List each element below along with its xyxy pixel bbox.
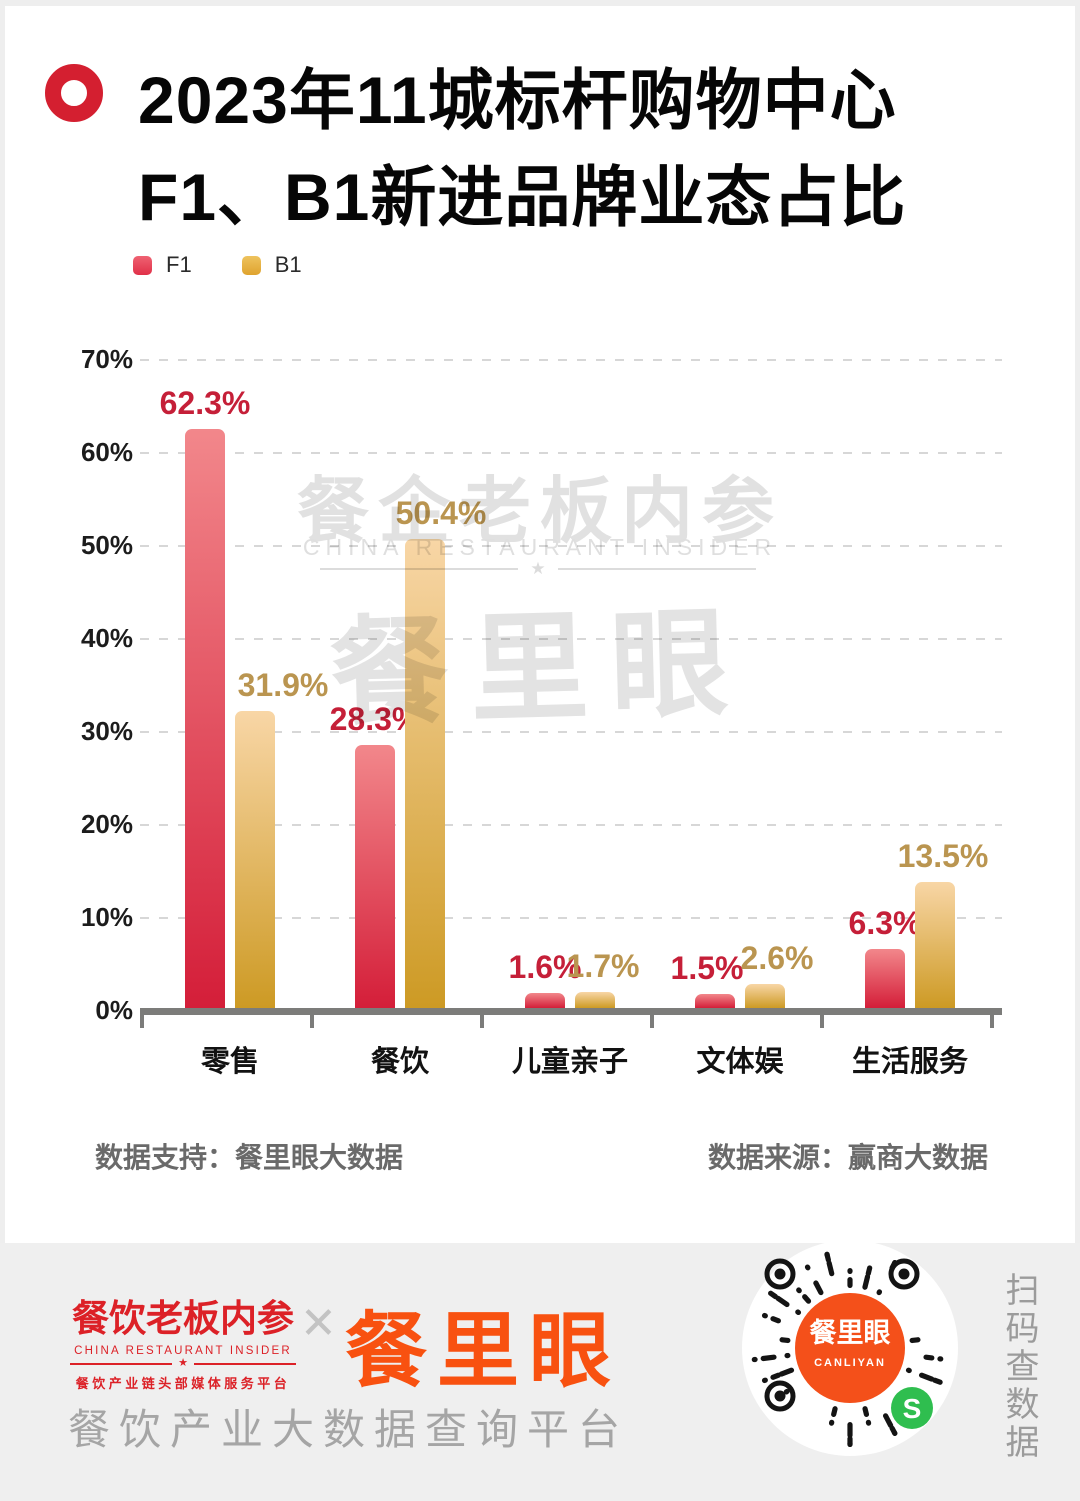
legend-swatch-b1 <box>241 255 261 275</box>
bullet-ring-icon <box>45 64 103 122</box>
cross-separator-icon: ✕ <box>300 1299 337 1348</box>
bar-b1-3 <box>575 992 615 1008</box>
chart-card <box>5 6 1075 1243</box>
publisher-logo-en: CHINA RESTAURANT INSIDER <box>74 1345 292 1357</box>
publisher-logo-name: 餐饮老板内参 <box>72 1298 294 1339</box>
y-axis-tick-label: 70% <box>80 344 133 374</box>
qr-center-sub: CANLIYAN <box>814 1357 886 1369</box>
y-axis-tick-label: 60% <box>80 437 133 467</box>
y-gridline <box>140 545 1002 547</box>
platform-tagline: 餐饮产业大数据查询平台 <box>68 1406 630 1453</box>
category-label: 零售 <box>200 1046 260 1078</box>
value-label-f1-3: 1.6% <box>508 949 582 985</box>
page-title: 2023年11城标杆购物中心 F1、B1新进品牌业态占比 <box>138 52 906 246</box>
y-axis-tick-label: 0% <box>95 995 133 1025</box>
publisher-logo: 餐饮老板内参 CHINA RESTAURANT INSIDER ★ 餐饮产业链头… <box>70 1288 296 1392</box>
scan-hint-text: 扫码查数据 <box>1000 1272 1038 1462</box>
x-axis-tick <box>480 1015 484 1028</box>
bar-b1-1 <box>235 711 275 1008</box>
data-support-text: 数据支持：餐里眼大数据 <box>95 1142 404 1173</box>
x-axis-tick <box>310 1015 314 1028</box>
value-label-f1-4: 1.5% <box>670 950 744 986</box>
bar-f1-2 <box>355 745 395 1008</box>
y-gridline <box>140 638 1002 640</box>
value-label-b1-2: 50.4% <box>395 495 487 531</box>
value-label-b1-1: 31.9% <box>237 667 329 703</box>
x-axis-tick <box>990 1015 994 1028</box>
y-axis-tick-label: 40% <box>80 623 133 653</box>
canliyan-logo: 餐里眼 <box>345 1306 622 1397</box>
bar-f1-5 <box>865 949 905 1008</box>
bar-f1-4 <box>695 994 735 1008</box>
value-label-b1-5: 13.5% <box>897 838 989 874</box>
value-label-f1-5: 6.3% <box>848 905 922 941</box>
category-label: 餐饮 <box>370 1046 430 1078</box>
category-label: 儿童亲子 <box>511 1046 629 1078</box>
legend-label-b1: B1 <box>274 252 302 277</box>
y-gridline <box>140 452 1002 454</box>
publisher-logo-rule: ★ <box>70 1358 296 1369</box>
chart-legend: F1 B1 <box>133 252 338 278</box>
y-gridline <box>140 359 1002 361</box>
value-label-f1-1: 62.3% <box>159 385 251 421</box>
y-gridline <box>140 731 1002 733</box>
miniprogram-icon: S <box>891 1387 933 1429</box>
x-axis-tick <box>140 1015 144 1028</box>
y-axis-tick-label: 30% <box>80 716 133 746</box>
y-axis-tick-label: 20% <box>80 809 133 839</box>
title-line-2: F1、B1新进品牌业态占比 <box>138 160 907 234</box>
bar-f1-1 <box>185 429 225 1008</box>
value-label-b1-3: 1.7% <box>566 948 640 984</box>
qr-center-text: 餐里眼 <box>810 1318 891 1348</box>
x-axis-baseline <box>140 1008 1002 1015</box>
x-axis-tick <box>820 1015 824 1028</box>
x-axis-tick <box>650 1015 654 1028</box>
value-label-b1-4: 2.6% <box>740 940 814 976</box>
legend-label-f1: F1 <box>166 252 192 277</box>
bar-b1-4 <box>745 984 785 1008</box>
bar-f1-3 <box>525 993 565 1008</box>
legend-swatch-f1 <box>133 255 152 275</box>
bar-b1-2 <box>405 539 445 1008</box>
y-axis-tick-label: 50% <box>80 530 133 560</box>
category-label: 文体娱 <box>696 1046 784 1078</box>
publisher-star-icon: ★ <box>178 1357 188 1369</box>
category-label: 生活服务 <box>851 1046 969 1078</box>
data-origin-text: 数据来源：赢商大数据 <box>707 1142 988 1173</box>
title-line-1: 2023年11城标杆购物中心 <box>138 63 897 137</box>
qr-code: 餐里眼 CANLIYAN S <box>742 1240 958 1456</box>
svg-text:S: S <box>903 1393 922 1424</box>
bar-b1-5 <box>915 882 955 1008</box>
y-gridline <box>140 917 1002 919</box>
publisher-logo-tagline: 餐饮产业链头部媒体服务平台 <box>75 1376 291 1391</box>
y-gridline <box>140 824 1002 826</box>
y-axis-tick-label: 10% <box>80 902 133 932</box>
